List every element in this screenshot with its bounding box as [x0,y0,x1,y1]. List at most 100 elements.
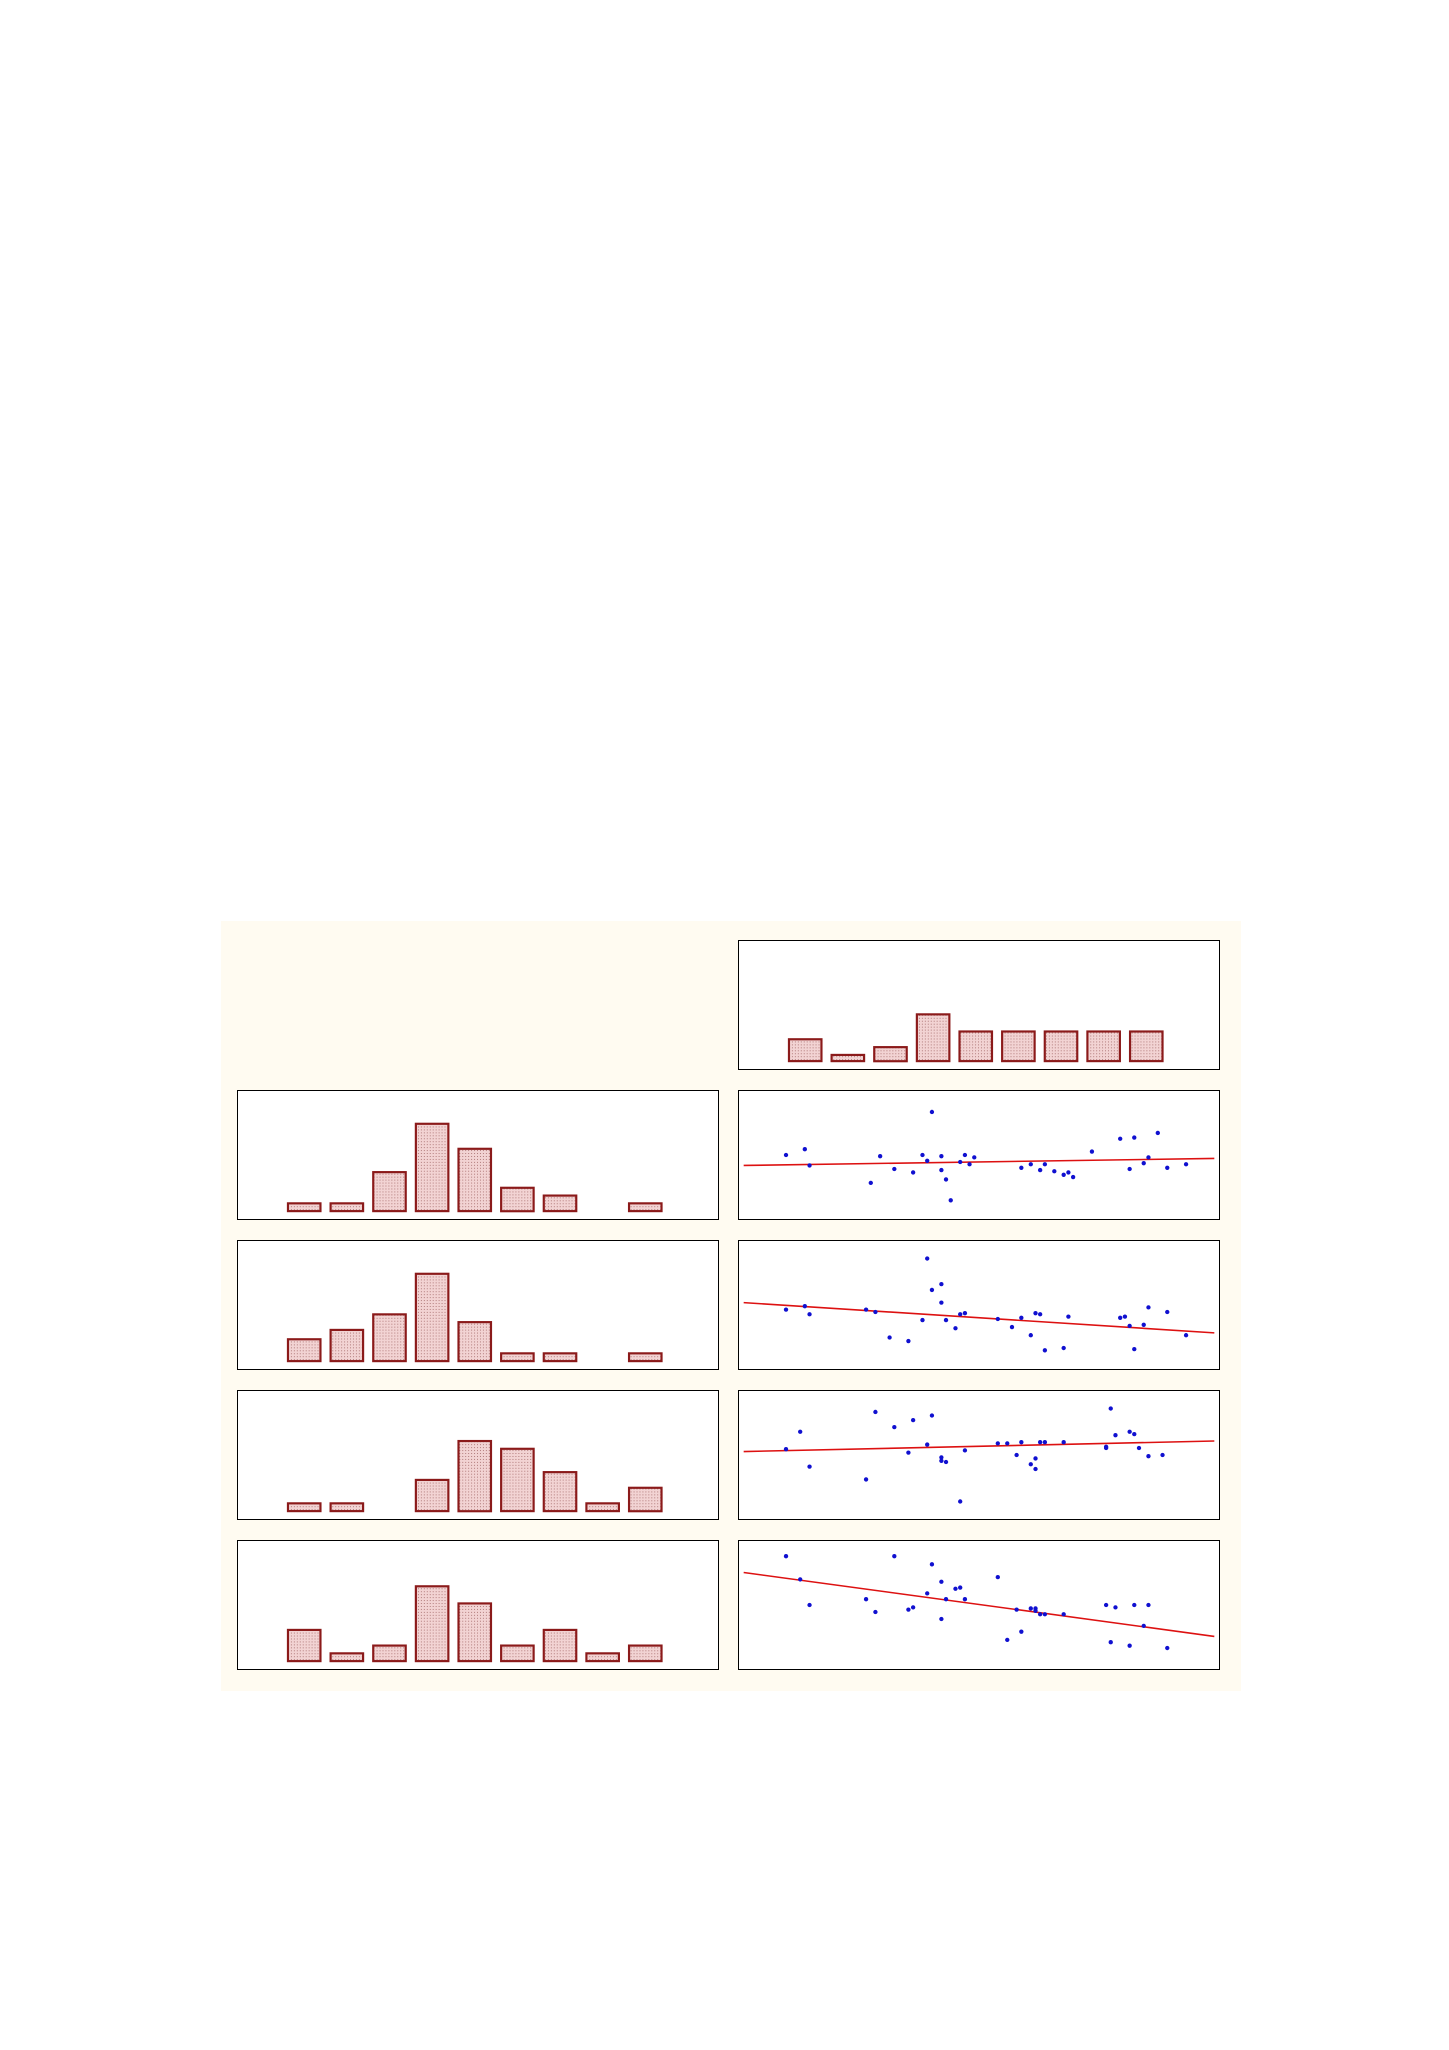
point [1132,1602,1137,1608]
point [798,1429,803,1434]
bar [1086,1030,1121,1063]
point [925,1591,930,1596]
point [929,1287,935,1293]
point [1061,1612,1066,1617]
point [1033,1466,1038,1472]
point [929,1562,935,1567]
point [1070,1174,1076,1180]
point [939,1167,944,1173]
row2-scatter-svg [743,1256,1215,1353]
bar [787,1038,823,1063]
point [943,1317,949,1323]
point [962,1152,968,1158]
point [1118,1315,1123,1320]
point [807,1163,812,1168]
bar [329,1652,365,1663]
bar [286,1338,322,1363]
point [887,1335,892,1340]
row1-scatter-panel [738,1090,1220,1220]
point [783,1307,789,1312]
bar [457,1147,493,1213]
point [1019,1629,1024,1634]
point [1014,1607,1019,1612]
point [1141,1161,1146,1166]
point [925,1158,930,1163]
point [1132,1346,1137,1352]
point [995,1441,1000,1446]
row3-scatter-svg [743,1406,1215,1504]
point [807,1464,812,1469]
row4-histogram-panel [237,1540,719,1670]
bar [372,1313,407,1363]
point [1122,1314,1128,1319]
point [892,1166,897,1172]
bar [414,1122,450,1213]
bar [958,1030,994,1063]
point [1108,1640,1113,1645]
bar [372,1171,407,1213]
row3-scatter-panel [738,1390,1220,1520]
point [1037,1167,1043,1173]
point [1028,1333,1033,1338]
point [1118,1136,1123,1141]
point [958,1159,963,1165]
point [873,1609,878,1615]
point [1146,1454,1151,1459]
point [967,1162,972,1167]
bar [329,1328,365,1363]
point [1108,1406,1113,1411]
bar [542,1471,578,1513]
point [920,1317,925,1323]
point [1005,1637,1010,1643]
point [929,1413,935,1418]
point [1146,1155,1151,1160]
point [1061,1172,1066,1177]
point [1037,1440,1043,1445]
point [925,1442,930,1447]
point [958,1585,963,1590]
point [920,1152,925,1158]
point [925,1256,930,1261]
point [1113,1433,1118,1438]
point [910,1605,916,1610]
bar [542,1194,578,1213]
point [948,1198,953,1203]
point [1066,1314,1071,1319]
fit-line [743,1571,1215,1638]
point [1141,1623,1146,1629]
point [943,1597,949,1602]
point [1061,1440,1066,1445]
point [910,1417,916,1423]
point [1183,1162,1189,1167]
point [1028,1162,1033,1167]
point [906,1338,911,1344]
point [1019,1315,1024,1320]
point [798,1577,803,1582]
point [807,1312,812,1317]
fit-line [743,1157,1215,1167]
point [873,1309,878,1315]
row2-histogram-panel [237,1240,719,1370]
point [1019,1440,1024,1445]
point [939,1579,944,1584]
point [863,1477,869,1482]
bar [915,1013,951,1063]
point [863,1307,869,1312]
bar [585,1502,620,1513]
point [1146,1602,1151,1608]
bar [830,1053,866,1063]
bar [500,1447,535,1513]
point [783,1553,789,1559]
point [1183,1333,1189,1338]
point [939,1300,944,1305]
point [939,1154,944,1159]
point [1042,1162,1048,1167]
point [1042,1440,1048,1445]
point [1155,1130,1160,1136]
point [802,1147,807,1152]
point [962,1448,968,1453]
point [958,1312,963,1317]
point [1037,1612,1043,1617]
point [1005,1441,1010,1446]
point [1165,1309,1170,1315]
